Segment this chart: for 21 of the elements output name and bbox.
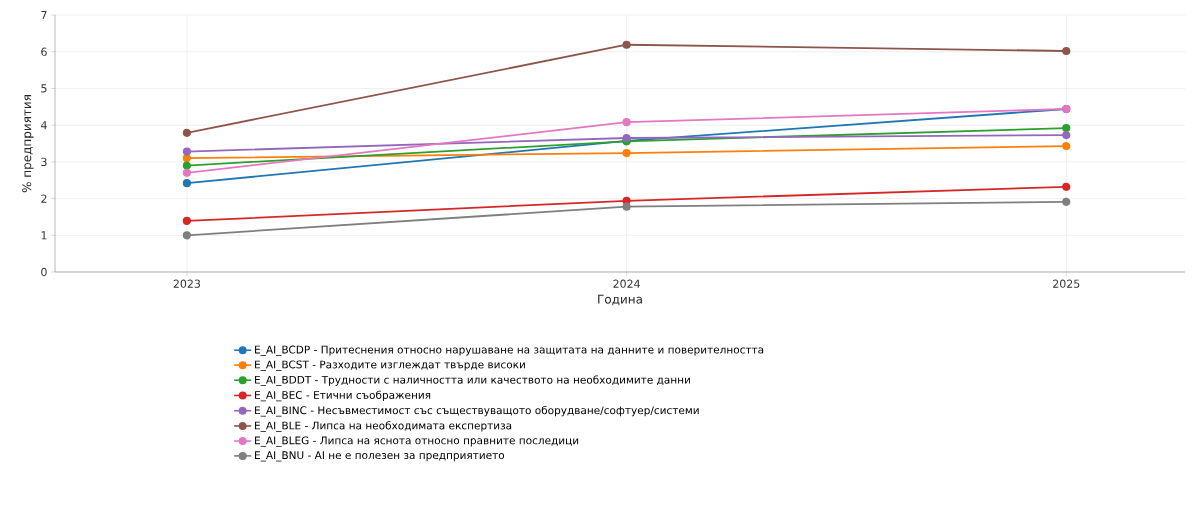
legend-label: E_AI_BNU - AI не е полезен за предприятието	[255, 451, 505, 462]
y-tick-label: 0	[41, 267, 47, 277]
legend-label: E_AI_BCDP - Притеснения относно нарушаване на защитата на данните и поверителността	[255, 345, 764, 356]
legend-label: E_AI_BDDT - Трудности с наличността или качеството на необходимите данни	[255, 375, 690, 387]
y-tick-label: 3	[41, 157, 47, 167]
y-tick-label: 5	[41, 84, 47, 93]
x-tick-label: 2023	[173, 279, 201, 288]
y-tick-label: 4	[41, 121, 47, 130]
y-tick-label: 6	[41, 47, 47, 56]
legend-label: E_AI_BCST - Разходите изглеждат твърде високи	[255, 360, 525, 371]
y-tick-label: 1	[41, 231, 47, 240]
legend-label: E_AI_BLE - Липса на необходимата експертиза	[255, 421, 512, 432]
x-tick-label: 2025	[1053, 279, 1080, 288]
x-axis-title: Година	[598, 294, 642, 306]
legend-label: E_AI_BEC - Етични съображения	[255, 390, 431, 402]
y-axis-title: % предприятия	[22, 95, 34, 193]
x-tick-label: 2024	[613, 279, 640, 288]
y-tick-label: 2	[41, 194, 47, 203]
legend-label: E_AI_BINC - Несъвместимост със съществуващото оборудване/софтуер/системи	[255, 405, 699, 417]
legend-label: E_AI_BLEG - Липса на яснота относно правните последици	[255, 436, 579, 447]
y-tick-label: 7	[41, 10, 47, 20]
